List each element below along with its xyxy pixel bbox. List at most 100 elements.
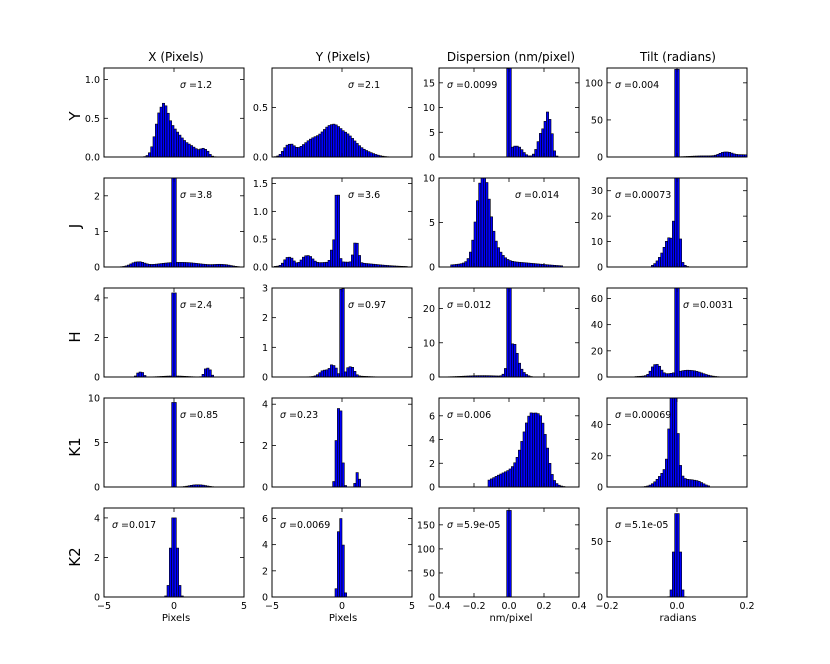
histogram-bin	[136, 372, 140, 378]
histogram-bin	[681, 370, 685, 378]
histogram-bin	[192, 146, 196, 158]
histogram-bin	[344, 592, 347, 598]
histogram-bin	[518, 146, 521, 158]
sigma-value: =0.97	[357, 300, 386, 311]
histogram-bin	[299, 259, 303, 268]
histogram-bin	[171, 292, 175, 378]
histogram-bin	[497, 247, 500, 268]
histogram-bin	[323, 262, 326, 268]
y-tick-label: 50	[591, 537, 603, 548]
sigma-symbol: σ	[180, 410, 189, 421]
y-tick-label: 0	[262, 483, 268, 494]
histogram-bin	[281, 262, 284, 268]
histogram-bin	[306, 255, 310, 268]
histogram-bin	[365, 150, 368, 158]
histogram-bin	[346, 367, 350, 378]
histogram-bin	[337, 126, 340, 158]
histogram-bin	[718, 153, 722, 158]
y-tick-label: 0	[597, 373, 603, 384]
y-tick-label: 1	[94, 227, 100, 238]
sigma-annotation: σ =0.012	[447, 300, 491, 311]
histogram-bin	[679, 370, 682, 378]
y-tick-label: 0	[94, 593, 100, 604]
histogram-bars	[506, 510, 512, 598]
histogram-bin	[341, 288, 345, 378]
histogram-bin	[655, 478, 659, 488]
y-tick-label: 0	[597, 483, 603, 494]
histogram-bin	[490, 216, 493, 268]
histogram-bars	[332, 408, 361, 488]
histogram-bin	[700, 482, 703, 488]
y-tick-label: 5	[429, 218, 435, 229]
histogram-bin	[169, 547, 172, 598]
histogram-bin	[344, 261, 347, 268]
row-label-y: Y	[66, 111, 84, 122]
column-title-dispersion: Dispersion (nm/pixel)	[447, 50, 575, 64]
histogram-bin	[676, 177, 680, 268]
sigma-value: =0.00073	[624, 190, 671, 201]
histogram-bin	[501, 472, 505, 488]
panel-k2-dispersion-nm-pixel: 0 50 100 150 −0.4 −0.2 0.0 0.2 0.4 σ =5.9e-05	[417, 507, 587, 612]
sigma-value: =0.012	[456, 300, 491, 311]
histogram-bin	[334, 440, 338, 488]
histogram-bin	[325, 261, 329, 268]
histogram-bin	[199, 148, 203, 158]
column-title-x-pixels: X (Pixels)	[148, 50, 203, 64]
histogram-bin	[358, 255, 361, 268]
y-tick-label: 50	[591, 115, 603, 126]
histogram-bin	[473, 221, 477, 268]
histogram-bin	[543, 121, 547, 158]
y-tick-label: 0	[429, 153, 435, 164]
histogram-bin	[525, 262, 528, 268]
sigma-symbol: σ	[348, 190, 357, 201]
y-tick-label: 10	[423, 103, 435, 114]
histogram-bin	[355, 143, 359, 158]
histogram-bin	[539, 133, 542, 158]
sigma-symbol: σ	[180, 190, 189, 201]
sigma-value: =0.85	[189, 410, 218, 421]
x-axis-label-col4: radians	[659, 613, 696, 624]
y-tick-label: 10	[423, 338, 435, 349]
histogram-bin	[518, 362, 521, 378]
histogram-bin	[325, 369, 329, 378]
histogram-bin	[180, 262, 184, 268]
y-tick-label: 5	[94, 438, 100, 449]
sigma-annotation: σ =3.8	[180, 190, 212, 201]
histogram-bin	[190, 262, 193, 268]
histogram-bin	[178, 134, 182, 158]
histogram-bin	[690, 370, 694, 378]
panel-j-dispersion-nm-pixel: 0 5 10 σ =0.014	[423, 174, 580, 274]
sigma-symbol: σ	[447, 410, 456, 421]
y-tick-label: 2	[262, 313, 268, 324]
histogram-bin	[511, 146, 514, 158]
histogram-bin	[534, 412, 538, 488]
sigma-value: =0.006	[456, 410, 491, 421]
histogram-bin	[504, 257, 507, 268]
histogram-bin	[348, 135, 352, 158]
histogram-bin	[665, 373, 668, 378]
histogram-bin	[725, 151, 729, 158]
sigma-value: =2.1	[357, 80, 380, 91]
histogram-bin	[288, 256, 291, 268]
histogram-bin	[173, 292, 177, 378]
histogram-bin	[506, 510, 510, 598]
histogram-bin	[330, 124, 333, 158]
x-axis-label-col1: Pixels	[162, 613, 190, 624]
sigma-annotation: σ =0.97	[348, 300, 386, 311]
histogram-bin	[464, 261, 468, 268]
y-tick-label: 2	[262, 441, 268, 452]
histogram-bin	[494, 476, 498, 488]
histogram-bin	[355, 472, 359, 488]
histogram-bin	[281, 151, 284, 158]
histogram-bin	[515, 261, 519, 268]
y-tick-label: 20	[591, 451, 603, 462]
histogram-bin	[365, 263, 368, 268]
sigma-symbol: σ	[348, 300, 357, 311]
histogram-bin	[334, 124, 338, 158]
histogram-bin	[550, 133, 554, 158]
histogram-bin	[658, 476, 661, 488]
x-tick-label: 0.4	[571, 601, 586, 612]
histogram-bin	[499, 251, 503, 268]
histogram-bin	[515, 457, 519, 488]
